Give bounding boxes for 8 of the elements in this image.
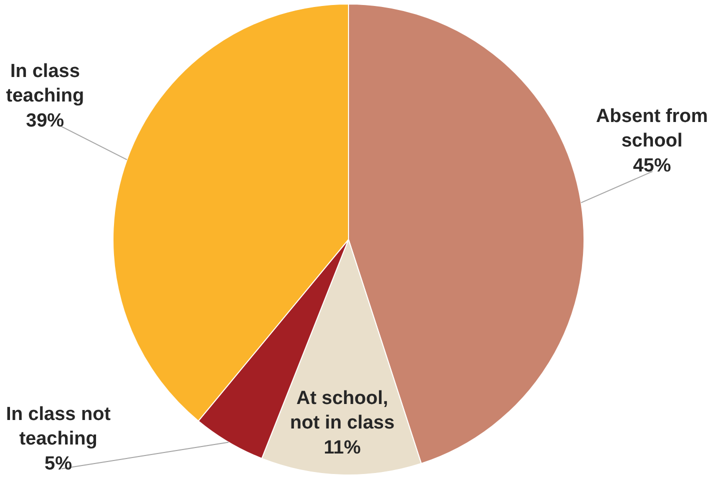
data-label: 11% — [324, 437, 361, 458]
slice-label: In class not teaching — [6, 404, 112, 450]
slice-label: At school, not in class — [290, 388, 395, 434]
slice-label: In class teaching — [6, 61, 84, 107]
slice-label: Absent from school — [596, 106, 708, 152]
data-label: 45% — [632, 155, 672, 176]
data-label: 39% — [26, 110, 64, 132]
data-label: 5% — [44, 453, 72, 474]
